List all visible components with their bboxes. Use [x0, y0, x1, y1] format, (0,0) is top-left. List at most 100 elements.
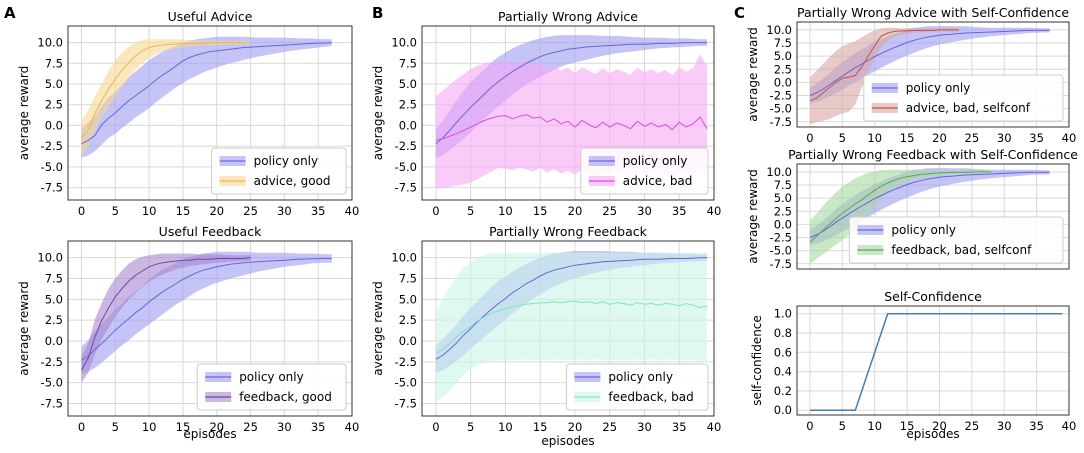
y-tick-label: 7.5	[774, 178, 792, 192]
series-line	[435, 42, 707, 145]
confidence-band	[810, 169, 992, 264]
plot-frame	[421, 25, 715, 201]
x-axis-label: episodes	[183, 427, 236, 441]
x-tick-label: 5	[112, 420, 119, 434]
y-tick-label: 2.5	[399, 98, 417, 112]
x-tick-label: 20	[209, 420, 224, 434]
x-tick-label: 40	[1062, 131, 1077, 145]
chart-title: Self-Confidence	[884, 289, 982, 304]
y-tick-label: 10.0	[766, 23, 792, 37]
x-tick-label: 15	[900, 131, 915, 145]
chart-useful-advice: 0 5 10 15 20 25 30 35 40 -7.5 -5.0 -2.5 0.0 2.5 5.0 7.5…	[17, 9, 359, 218]
chart-title: Partially Wrong Feedback with Self-Confi…	[788, 147, 1078, 162]
x-tick-label: 10	[867, 131, 882, 145]
confidence-band	[810, 27, 959, 125]
x-tick-label: 5	[839, 419, 846, 433]
x-tick-label: 15	[533, 204, 548, 218]
x-tick-label: 15	[533, 420, 548, 434]
chart-title: Partially Wrong Advice	[498, 9, 638, 24]
y-tick-label: -7.5	[395, 181, 417, 195]
legend-label: policy only	[623, 154, 688, 168]
plot-area	[797, 306, 1069, 415]
legend-label: feedback, good	[239, 390, 332, 404]
y-tick-label: 2.5	[774, 62, 792, 76]
y-tick-label: 5.0	[774, 49, 792, 63]
y-tick-label: 0.4	[774, 365, 792, 379]
y-tick-label: 0.6	[774, 345, 792, 359]
x-tick-label: 40	[1062, 419, 1077, 433]
y-tick-label: -5.0	[395, 376, 417, 390]
y-tick-label: 5.0	[399, 292, 417, 306]
series-line	[809, 29, 1050, 96]
legend-label: feedback, bad	[608, 390, 693, 404]
y-tick-label: 10.0	[391, 251, 417, 265]
x-tick-label: 35	[672, 204, 687, 218]
y-tick-label: -2.5	[770, 231, 792, 245]
y-tick-label: 7.5	[45, 56, 63, 70]
plot-frame	[796, 21, 1070, 128]
x-tick-label: 5	[467, 204, 474, 218]
legend-label: advice, bad	[623, 174, 693, 188]
chart-partially-wrong-feedback: 0 5 10 15 20 25 30 35 40 -7.5 -5.0 -2.5 0.0 2.5 5.0 7.5…	[371, 224, 721, 448]
chart-title: Partially Wrong Feedback	[489, 224, 648, 239]
legend-label: policy only	[906, 81, 971, 95]
x-axis-label: episodes	[906, 427, 959, 441]
y-tick-label: -5.0	[770, 102, 792, 116]
legend-box	[863, 74, 1064, 122]
y-tick-label: -5.0	[41, 376, 63, 390]
x-tick-label: 20	[568, 204, 583, 218]
y-axis-label: average reward	[746, 169, 760, 264]
y-tick-label: 5.0	[774, 191, 792, 205]
legend-label: policy only	[891, 223, 956, 237]
x-tick-label: 25	[243, 204, 258, 218]
y-tick-label: -5.0	[395, 160, 417, 174]
x-tick-label: 35	[672, 420, 687, 434]
chart-title: Useful Advice	[168, 9, 253, 24]
panel-letter-a: A	[4, 4, 16, 22]
y-tick-label: 10.0	[391, 36, 417, 50]
x-tick-label: 10	[498, 420, 513, 434]
x-tick-label: 35	[1029, 131, 1044, 145]
y-axis-label: average reward	[746, 27, 760, 122]
x-tick-label: 40	[345, 204, 360, 218]
series-line	[435, 257, 707, 360]
x-tick-label: 15	[176, 420, 191, 434]
x-tick-label: 30	[277, 204, 292, 218]
x-tick-label: 10	[867, 419, 882, 433]
x-tick-label: 20	[932, 131, 947, 145]
y-axis-label: self-confidence	[750, 315, 764, 406]
x-tick-label: 0	[432, 204, 439, 218]
y-axis-label: average reward	[371, 281, 385, 376]
x-tick-label: 25	[602, 204, 617, 218]
x-tick-label: 15	[900, 419, 915, 433]
x-tick-label: 40	[707, 204, 722, 218]
x-tick-label: 0	[806, 419, 813, 433]
series-line	[81, 257, 251, 371]
chart-pw-feedback-selfconf: -7.5-5.0-2.50.02.55.07.510.0 Partially Wr…	[746, 147, 1078, 271]
y-tick-label: 10.0	[37, 36, 63, 50]
x-tick-label: 30	[997, 131, 1012, 145]
y-tick-label: 7.5	[399, 272, 417, 286]
y-tick-label: -2.5	[395, 139, 417, 153]
y-tick-label: -7.5	[770, 257, 792, 271]
chart-pw-advice-selfconf: 0 5 10 15 20 25 30 35 40 -7.5-5.0-2.50.02.55.07.5…	[746, 5, 1076, 145]
series-line	[810, 312, 1063, 411]
series-line	[81, 42, 332, 145]
y-tick-label: 10.0	[37, 251, 63, 265]
x-tick-label: 30	[637, 420, 652, 434]
y-tick-label: -7.5	[41, 397, 63, 411]
panel-letter-b: B	[372, 4, 383, 22]
y-tick-label: 7.5	[774, 36, 792, 50]
y-tick-label: 0.2	[774, 384, 792, 398]
legend-box	[196, 363, 347, 411]
legend: policy only feedback, good	[196, 363, 347, 411]
x-tick-label: 10	[142, 204, 157, 218]
legend: policy only advice, bad	[580, 147, 709, 195]
chart-self-confidence: 0 5 10 15 20 25 30 35 40 0.0 0.2 0.4 0.6 0.8 1.0 Self-C…	[750, 289, 1076, 441]
x-tick-label: 35	[311, 420, 326, 434]
y-tick-label: -2.5	[770, 89, 792, 103]
y-tick-label: -7.5	[395, 397, 417, 411]
chart-title: Useful Feedback	[159, 224, 262, 239]
y-tick-label: 0.0	[774, 403, 792, 417]
